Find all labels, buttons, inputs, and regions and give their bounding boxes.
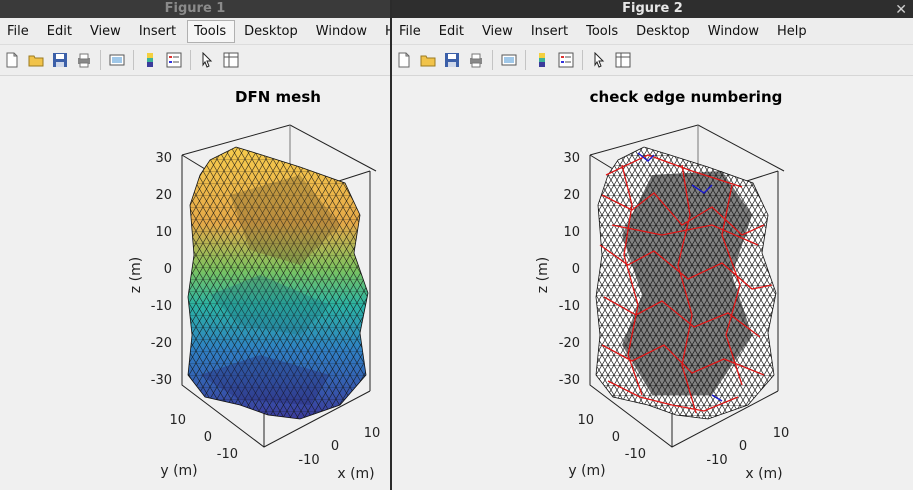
x-tick-label: -10 <box>706 453 727 468</box>
z-tick-label: 30 <box>155 151 172 166</box>
toolbar-separator <box>190 50 191 70</box>
property-inspector-icon[interactable] <box>221 50 241 70</box>
z-axis-label: z (m) <box>535 257 551 293</box>
z-tick-label: 10 <box>563 225 580 240</box>
figure-2-title: Figure 2 <box>622 1 683 16</box>
figure-1-window: Figure 1 File Edit View Insert Tools Des… <box>0 0 390 490</box>
menu-tools[interactable]: Tools <box>586 23 619 39</box>
z-tick-label: -30 <box>559 373 580 388</box>
figure-1-toolbar <box>0 45 390 76</box>
figure-1-titlebar[interactable]: Figure 1 <box>0 0 390 18</box>
figure-2-axes[interactable]: check edge numbering <box>392 75 913 490</box>
edge-numbering-mesh <box>595 146 777 420</box>
edit-plot-pointer-icon[interactable] <box>589 50 609 70</box>
property-inspector-icon[interactable] <box>613 50 633 70</box>
z-axis-label: z (m) <box>128 257 144 293</box>
dfn-mesh-surface <box>187 146 369 420</box>
menu-tools[interactable]: Tools <box>187 19 236 43</box>
x-axis-label: x (m) <box>337 466 374 482</box>
x-tick-label: 0 <box>739 439 747 454</box>
menu-file[interactable]: File <box>399 23 421 39</box>
save-icon[interactable] <box>442 50 462 70</box>
z-tick-label: -20 <box>151 336 172 351</box>
z-tick-label: 0 <box>164 262 172 277</box>
toolbar-separator <box>525 50 526 70</box>
plot-title: check edge numbering <box>590 88 783 106</box>
menu-desktop[interactable]: Desktop <box>244 23 298 39</box>
colorbar-icon[interactable] <box>140 50 160 70</box>
menu-insert[interactable]: Insert <box>138 23 177 39</box>
figure-2-titlebar[interactable]: Figure 2 ✕ <box>392 0 913 18</box>
y-tick-label: 0 <box>204 430 212 445</box>
save-icon[interactable] <box>50 50 70 70</box>
link-plot-icon[interactable] <box>107 50 127 70</box>
toolbar-separator <box>582 50 583 70</box>
z-tick-label: -10 <box>559 299 580 314</box>
menu-help[interactable]: Help <box>777 23 807 39</box>
toolbar-separator <box>100 50 101 70</box>
figure-2-toolbar <box>392 45 913 76</box>
plot-title: DFN mesh <box>235 88 321 106</box>
menu-view[interactable]: View <box>89 23 121 39</box>
z-tick-label: 20 <box>155 188 172 203</box>
toolbar-separator <box>492 50 493 70</box>
menu-window[interactable]: Window <box>315 23 368 39</box>
x-tick-label: 10 <box>364 426 381 441</box>
x-tick-label: -10 <box>298 453 319 468</box>
z-tick-label: 10 <box>155 225 172 240</box>
z-tick-label: -20 <box>559 336 580 351</box>
open-file-icon[interactable] <box>418 50 438 70</box>
menu-file[interactable]: File <box>7 23 29 39</box>
z-tick-label: 0 <box>572 262 580 277</box>
menu-desktop[interactable]: Desktop <box>636 23 690 39</box>
z-tick-label: -30 <box>151 373 172 388</box>
new-figure-icon[interactable] <box>2 50 22 70</box>
menu-insert[interactable]: Insert <box>530 23 569 39</box>
z-tick-label: -10 <box>151 299 172 314</box>
y-tick-label: 10 <box>577 413 594 428</box>
y-tick-label: 0 <box>612 430 620 445</box>
toolbar-separator <box>133 50 134 70</box>
figure-2-window: Figure 2 ✕ File Edit View Insert Tools D… <box>392 0 913 490</box>
legend-icon[interactable] <box>556 50 576 70</box>
y-axis-label: y (m) <box>160 463 197 479</box>
open-file-icon[interactable] <box>26 50 46 70</box>
print-icon[interactable] <box>74 50 94 70</box>
figure-1-title: Figure 1 <box>164 1 226 16</box>
close-icon[interactable]: ✕ <box>895 2 907 18</box>
z-tick-label: 30 <box>563 151 580 166</box>
menu-view[interactable]: View <box>481 23 513 39</box>
print-icon[interactable] <box>466 50 486 70</box>
x-tick-label: 10 <box>773 426 790 441</box>
x-tick-label: 0 <box>331 439 339 454</box>
figure-1-axes[interactable]: DFN mesh 30 20 10 0 -10 -20 <box>0 75 390 490</box>
figure-2-menubar: File Edit View Insert Tools Desktop Wind… <box>392 18 913 45</box>
legend-icon[interactable] <box>164 50 184 70</box>
link-plot-icon[interactable] <box>499 50 519 70</box>
y-tick-label: -10 <box>217 447 238 462</box>
menu-edit[interactable]: Edit <box>46 23 72 39</box>
y-tick-label: -10 <box>625 447 646 462</box>
menu-edit[interactable]: Edit <box>438 23 464 39</box>
y-tick-label: 10 <box>169 413 186 428</box>
menu-window[interactable]: Window <box>707 23 760 39</box>
y-axis-label: y (m) <box>568 463 605 479</box>
z-tick-label: 20 <box>563 188 580 203</box>
new-figure-icon[interactable] <box>394 50 414 70</box>
figure-1-menubar: File Edit View Insert Tools Desktop Wind… <box>0 18 390 45</box>
colorbar-icon[interactable] <box>532 50 552 70</box>
x-axis-label: x (m) <box>745 466 782 482</box>
edit-plot-pointer-icon[interactable] <box>197 50 217 70</box>
menu-help[interactable]: Help <box>385 23 390 39</box>
